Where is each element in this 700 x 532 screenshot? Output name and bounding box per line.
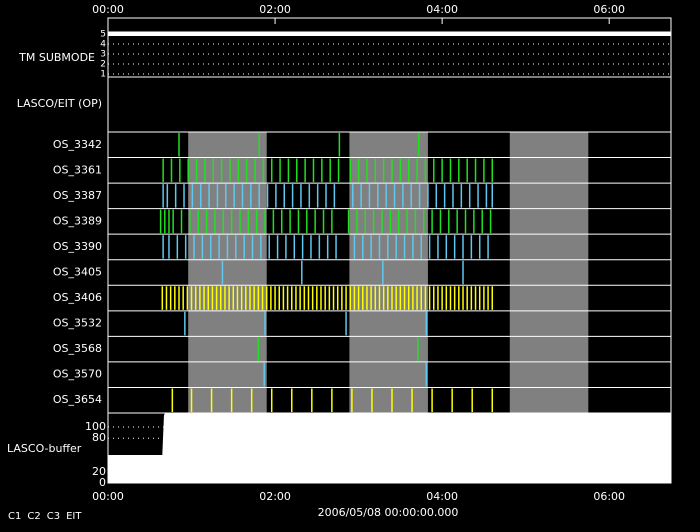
row-label: OS_3389 <box>53 214 102 227</box>
y-tick-label: 80 <box>92 431 106 444</box>
legend-entry: C2 <box>27 511 40 522</box>
row-label: OS_3406 <box>53 291 102 304</box>
row-label: OS_3654 <box>53 393 102 406</box>
y-tick-label: 2 <box>100 60 106 70</box>
row-label: OS_3361 <box>53 163 102 176</box>
row-label: OS_3405 <box>53 266 102 279</box>
row-label: OS_3568 <box>53 342 102 355</box>
y-tick-label: 0 <box>99 476 106 489</box>
y-tick-label: 4 <box>100 40 106 50</box>
op-label: LASCO/EIT (OP) <box>17 97 102 110</box>
plot-frame <box>107 17 672 484</box>
row-label: OS_3387 <box>53 189 102 202</box>
tm-label: TM SUBMODE <box>18 51 95 64</box>
x-tick-label: 04:00 <box>426 3 458 16</box>
row-label: OS_3532 <box>53 317 102 330</box>
legend-entry: EIT <box>66 511 82 522</box>
buffer-area <box>108 413 671 483</box>
legend-entry: C1 <box>8 511 21 522</box>
y-tick-label: 1 <box>100 70 106 80</box>
y-tick-label: 20 <box>92 465 106 478</box>
y-tick-label: 100 <box>85 420 106 433</box>
x-tick-label: 04:00 <box>426 490 458 503</box>
x-tick-label: 06:00 <box>593 490 625 503</box>
x-tick-label: 06:00 <box>593 3 625 16</box>
x-tick-label: 02:00 <box>259 3 291 16</box>
buffer-label: LASCO-buffer <box>7 442 82 455</box>
row-label: OS_3570 <box>53 368 102 381</box>
shaded-interval <box>509 132 589 413</box>
legend-entry: C3 <box>47 511 60 522</box>
shaded-interval <box>188 132 267 413</box>
shaded-interval <box>349 132 428 413</box>
date-label: 2006/05/08 00:00:00.000 <box>318 506 459 519</box>
x-tick-label: 00:00 <box>92 3 124 16</box>
y-tick-label: 3 <box>100 50 106 60</box>
y-tick-label: 5 <box>100 30 106 40</box>
row-label: OS_3342 <box>53 138 102 151</box>
x-tick-label: 02:00 <box>259 490 291 503</box>
row-label: OS_3390 <box>53 240 102 253</box>
x-tick-label: 00:00 <box>92 490 124 503</box>
